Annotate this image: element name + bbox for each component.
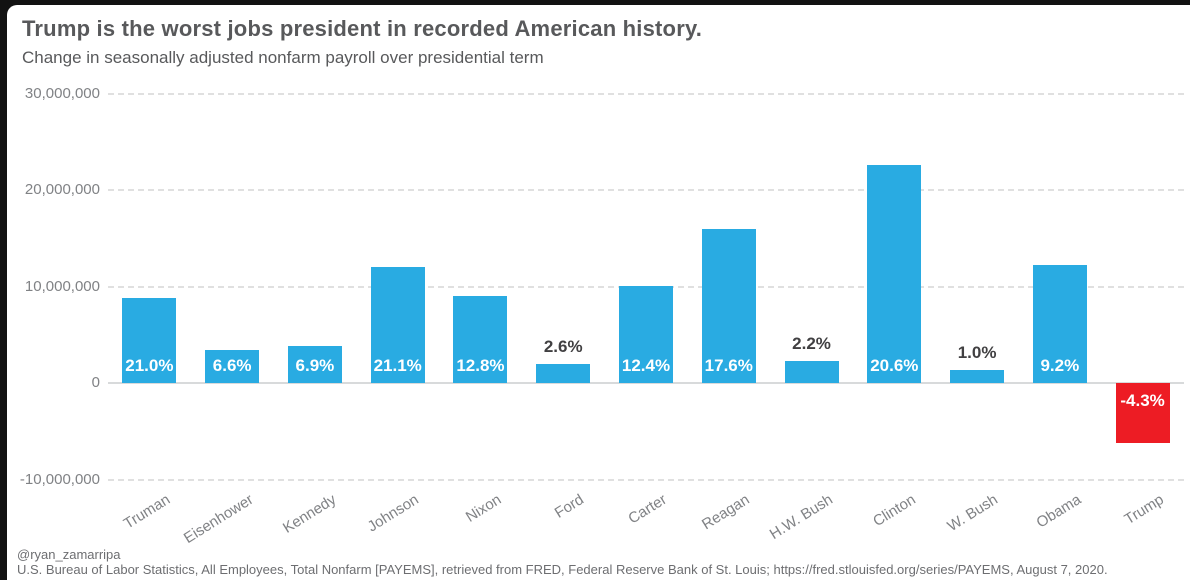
author-handle: @ryan_zamarripa [17, 547, 121, 562]
y-axis-tick-label: 20,000,000 [24, 181, 100, 198]
chart-card: Trump is the worst jobs president in rec… [7, 5, 1190, 580]
zero-axis-line [108, 382, 1184, 384]
bar-value-label: 2.6% [543, 336, 583, 356]
bar-h-w-bush [784, 360, 839, 383]
bar-value-label: 2.2% [792, 333, 831, 353]
bar-value-label: 12.8% [456, 356, 505, 375]
x-axis-label-w-bush: W. Bush [944, 491, 1002, 536]
bar-reagan [701, 228, 756, 383]
source-note: U.S. Bureau of Labor Statistics, All Emp… [17, 562, 1108, 577]
bar-value-label: 1.0% [957, 343, 997, 363]
bar-value-label: 12.4% [621, 356, 671, 375]
chart-subtitle: Change in seasonally adjusted nonfarm pa… [22, 48, 544, 67]
x-axis-label-clinton: Clinton [869, 491, 919, 531]
bar-clinton [867, 164, 922, 383]
chart-footer: @ryan_zamarripa U.S. Bureau of Labor Sta… [17, 547, 1108, 577]
gridline [108, 189, 1184, 191]
x-axis-label-kennedy: Kennedy [279, 491, 339, 537]
bar-trump [1115, 383, 1170, 443]
bar-value-label: 6.9% [295, 356, 335, 375]
bar-kennedy [287, 346, 342, 383]
x-axis-label-carter: Carter [625, 491, 671, 528]
x-axis-label-h-w-bush: H.W. Bush [766, 491, 836, 543]
bar-nixon [453, 296, 508, 383]
bar-ford [536, 363, 591, 383]
x-axis-label-nixon: Nixon [462, 491, 505, 526]
bar-w-bush [950, 370, 1005, 383]
y-axis-tick-label: 10,000,000 [24, 277, 100, 295]
gridline [108, 92, 1184, 95]
x-axis-label-ford: Ford [552, 491, 588, 522]
bar-value-label: 9.2% [1040, 356, 1080, 375]
bar-value-label: 6.6% [212, 356, 252, 375]
bar-value-label: 21.0% [125, 356, 174, 375]
bar-truman [122, 298, 177, 383]
bar-value-label: 20.6% [870, 356, 919, 375]
bar-value-label: 17.6% [704, 356, 753, 375]
y-axis-tick-label: 0 [91, 374, 100, 391]
bar-obama [1032, 265, 1087, 383]
y-axis-tick-label: 30,000,000 [24, 84, 100, 102]
x-axis-label-truman: Truman [121, 491, 174, 533]
x-axis-label-reagan: Reagan [699, 491, 753, 534]
bar-value-label: 21.1% [373, 356, 422, 375]
bar-value-label: -4.3% [1120, 391, 1165, 410]
y-axis-tick-label: -10,000,000 [19, 470, 100, 488]
bar-johnson [370, 267, 425, 383]
chart-title: Trump is the worst jobs president in rec… [22, 16, 703, 41]
x-axis-label-trump: Trump [1121, 491, 1167, 529]
gridline [108, 478, 1184, 481]
bar-eisenhower [205, 350, 260, 383]
x-axis-label-obama: Obama [1033, 491, 1084, 532]
x-axis-label-johnson: Johnson [364, 491, 422, 536]
plot-area: 30,000,000 20,000,000 10,000,000 0 -10,000,0… [7, 5, 1190, 580]
x-axis-label-eisenhower: Eisenhower [180, 491, 257, 547]
bar-carter [619, 285, 673, 383]
